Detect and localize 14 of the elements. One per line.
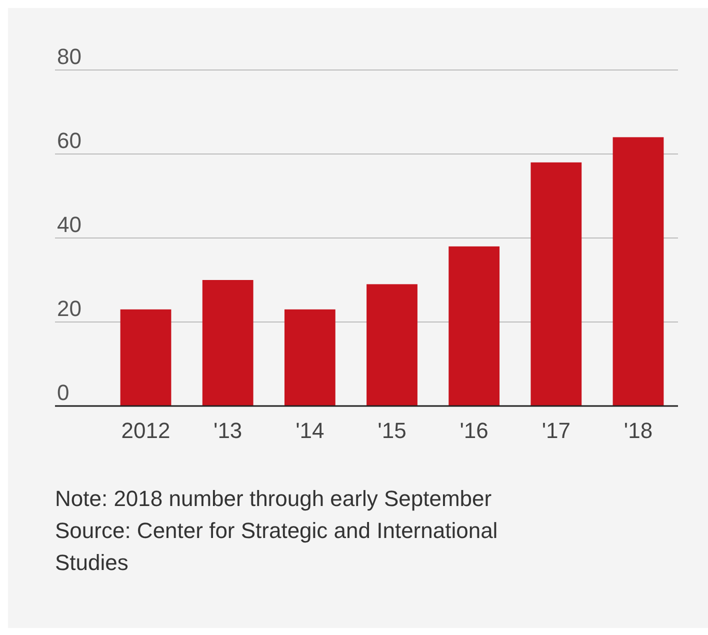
y-tick-label: 60: [57, 128, 82, 153]
x-tick-label: '15: [378, 418, 406, 443]
x-tick-label: '13: [214, 418, 242, 443]
x-tick-label: '18: [624, 418, 653, 443]
x-tick-label: 2012: [121, 418, 170, 443]
y-tick-label: 80: [57, 44, 82, 69]
x-tick-label: '17: [542, 418, 570, 443]
y-tick-label: 40: [57, 212, 82, 237]
x-tick-label: '16: [460, 418, 488, 443]
source-note: Source: Center for Strategic and International Studies: [55, 518, 498, 575]
y-tick-label: 20: [57, 296, 82, 321]
y-tick-label: 0: [57, 380, 70, 405]
x-tick-label: '14: [296, 418, 324, 443]
text: Note: 2018 number through early September: [55, 486, 492, 511]
